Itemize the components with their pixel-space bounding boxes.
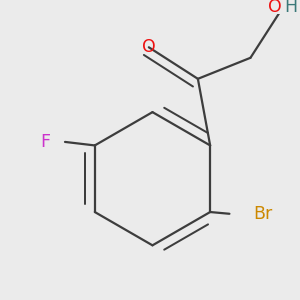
- Text: O: O: [142, 38, 156, 56]
- Text: H: H: [284, 0, 297, 16]
- Text: F: F: [41, 133, 51, 151]
- Text: Br: Br: [253, 205, 272, 223]
- Text: O: O: [268, 0, 282, 16]
